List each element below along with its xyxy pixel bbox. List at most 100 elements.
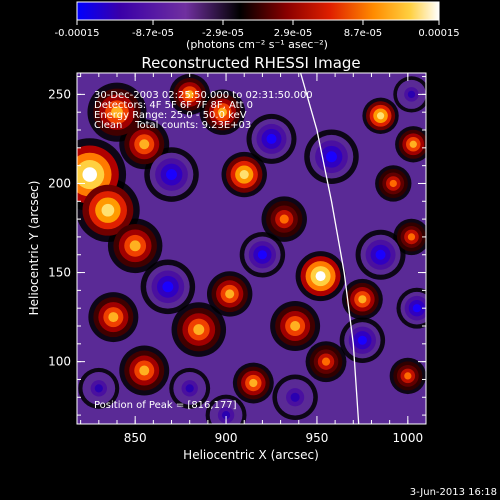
heatmap-negative-region	[209, 398, 243, 424]
heatmap-negative-region	[276, 379, 314, 416]
heatmap-contour-core	[326, 151, 337, 163]
y-tick-label: 200	[48, 176, 71, 190]
heatmap-contour-core	[108, 312, 119, 323]
heatmap-image	[77, 73, 426, 424]
heatmap-contour-core	[321, 357, 331, 366]
colorbar-tick-label: -0.00015	[55, 28, 100, 39]
heatmap-contour-core	[94, 384, 103, 393]
heatmap-source	[124, 124, 165, 165]
heatmap-source	[300, 256, 341, 297]
colorbar-gradient	[76, 1, 440, 21]
annotation-energy-range: Energy Range: 25.0 - 50.0 keV	[94, 110, 247, 121]
heatmap-contour-core	[409, 140, 417, 148]
colorbar-tick-label: -2.9e-05	[202, 28, 244, 39]
heatmap-contour-core	[358, 295, 367, 304]
heatmap-negative-region	[344, 322, 381, 359]
colorbar: -0.00015 -8.7e-05 -2.9e-05 2.9e-05 8.7e-05 0.…	[55, 1, 460, 51]
heatmap-contour-core	[166, 169, 177, 181]
heatmap-source	[346, 282, 379, 316]
colorbar-tick-label: 0.00015	[418, 28, 459, 39]
annotation-block: 30-Dec-2003 02:25:50.000 to 02:31:50.000…	[94, 90, 313, 411]
footer-date: 3-Jun-2013 16:18	[410, 487, 497, 498]
annotation-time-range: 30-Dec-2003 02:25:50.000 to 02:31:50.000	[94, 90, 313, 101]
heatmap-source	[173, 78, 207, 111]
x-axis: 850 900 950 1000	[80, 73, 427, 445]
heatmap-contour-core	[129, 240, 141, 252]
heatmap-negative-region	[173, 372, 207, 405]
heatmap-contour-core	[221, 411, 231, 420]
annotation-counts: Clean Total counts: 9.23E+03	[94, 120, 251, 131]
annotation-detectors: Detectors: 4F 5F 6F 7F 8F, Att 0	[94, 100, 253, 111]
heatmap-source	[113, 224, 157, 268]
y-tick-label: 150	[48, 266, 71, 280]
y-axis: 100 150 200 250	[48, 76, 426, 416]
heatmap-contour-core	[412, 304, 422, 313]
heatmap-contour-core	[376, 112, 385, 120]
heatmap-source	[266, 200, 303, 238]
heatmap-contour-core	[82, 167, 97, 182]
y-tick-label: 100	[48, 355, 71, 369]
heatmap-source	[396, 222, 426, 252]
colorbar-tick-label: 2.9e-05	[274, 28, 312, 39]
heatmap-negative-region	[396, 79, 426, 109]
heatmap-contour-core	[193, 324, 205, 336]
colorbar-tick-label: 8.7e-05	[344, 28, 382, 39]
heatmap-source	[124, 350, 165, 391]
x-tick-label: 950	[305, 431, 328, 445]
heatmap-contour-core	[290, 321, 301, 332]
heatmap-source	[393, 361, 423, 391]
heatmap-negative-region	[149, 152, 194, 197]
heatmap-contour-core	[139, 365, 150, 376]
heatmap-contour-core	[217, 107, 227, 117]
heatmap-negative-region	[82, 372, 116, 405]
heatmap-source	[275, 306, 316, 346]
heatmap-source	[309, 345, 343, 378]
heatmap-contour-core	[290, 392, 300, 402]
heatmap-contour-core	[225, 289, 235, 299]
heatmap-contour-core	[111, 106, 123, 119]
heatmap-contour-core	[357, 335, 367, 345]
heatmap-source	[204, 94, 241, 131]
heatmap-negative-region	[146, 264, 190, 309]
x-tick-label: 900	[215, 431, 238, 445]
heatmap-source	[226, 156, 263, 193]
heatmap-source	[176, 307, 221, 352]
chart-title: Reconstructed RHESSI Image	[141, 54, 360, 72]
heatmap-contour-core	[101, 203, 115, 217]
heatmap-contour-core	[389, 179, 397, 188]
heatmap-contour-core	[266, 133, 277, 144]
heatmap-contour-core	[279, 214, 289, 224]
plot-area	[77, 73, 426, 424]
x-tick-label: 850	[124, 431, 147, 445]
plot-frame	[76, 72, 427, 425]
heatmap-contour-core	[139, 139, 150, 150]
heatmap-source	[93, 88, 141, 136]
heatmap-negative-region	[309, 134, 354, 179]
x-axis-label: Heliocentric X (arcsec)	[183, 448, 319, 462]
heatmap-source	[366, 101, 396, 131]
colorbar-tick-label: -8.7e-05	[132, 28, 174, 39]
heatmap-contour-core	[185, 384, 194, 393]
heatmap-negative-region	[244, 236, 281, 273]
colorbar-units: (photons cm⁻² s⁻¹ asec⁻²)	[186, 38, 328, 51]
heatmap-contour-core	[239, 170, 249, 180]
heatmap-contour-core	[315, 271, 326, 282]
heatmap-contour-core	[162, 281, 174, 293]
annotation-peak-position: Position of Peak = [816,177]	[94, 400, 237, 411]
heatmap-contour-core	[404, 372, 412, 380]
heatmap-negative-region	[360, 234, 401, 275]
heatmap-contour-core	[407, 233, 416, 241]
heatmap-source	[236, 366, 270, 400]
heatmap-source	[398, 129, 426, 159]
heatmap-negative-region	[251, 118, 292, 159]
y-axis-label: Heliocentric Y (arcsec)	[27, 181, 41, 316]
heatmap-contour-core	[375, 249, 386, 260]
solar-limb-line	[299, 73, 360, 424]
heatmap-negative-region	[400, 291, 426, 325]
x-tick-label: 1000	[393, 431, 424, 445]
heatmap-source	[211, 275, 248, 313]
heatmap-source	[378, 168, 408, 199]
heatmap-contour-core	[185, 90, 194, 99]
colorbar-ticks: -0.00015 -8.7e-05 -2.9e-05 2.9e-05 8.7e-05 0.…	[55, 20, 460, 39]
